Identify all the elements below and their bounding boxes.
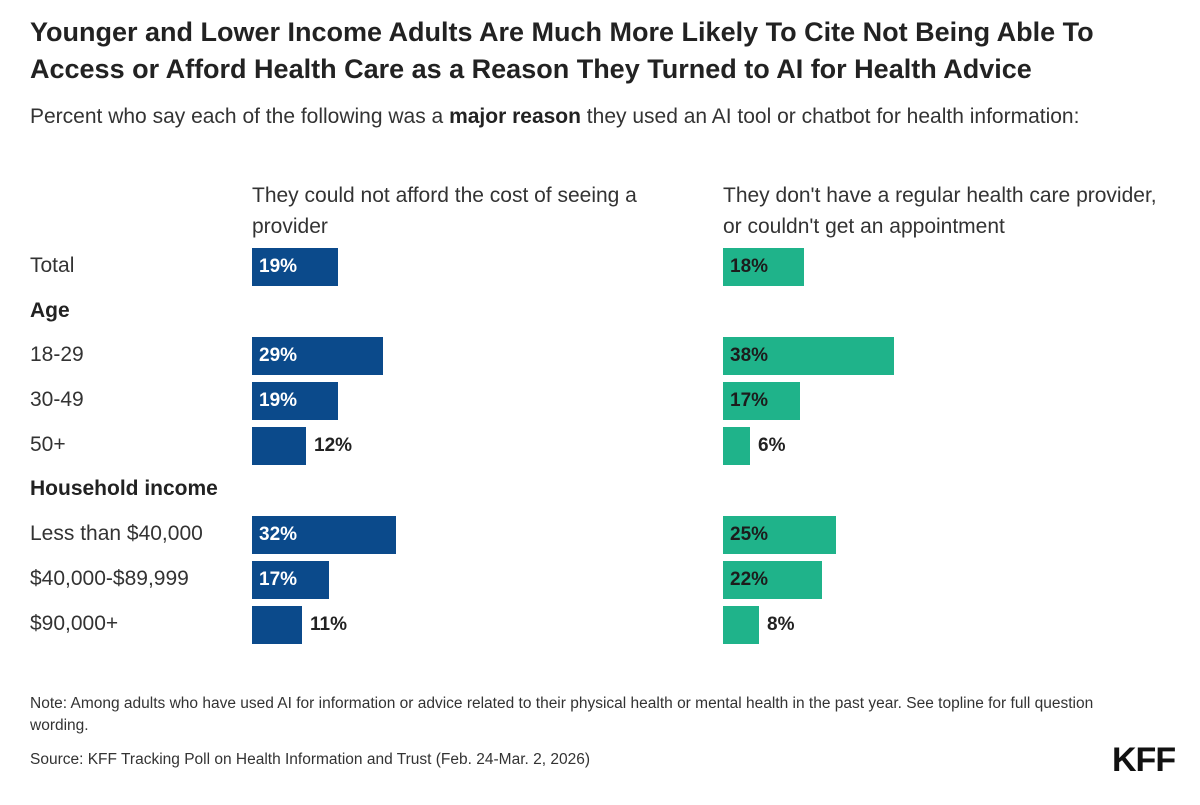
category-row: $40,000-$89,999 17% 22%	[0, 559, 1200, 603]
group-label: Household income	[30, 477, 218, 500]
data-label-series-2: 8%	[767, 614, 795, 635]
category-row: 50+ 12% 6%	[0, 425, 1200, 469]
subtitle-text-start: Percent who say each of the following wa…	[30, 105, 450, 128]
group-row: Household income	[0, 469, 1200, 513]
kff-logo: KFF	[1112, 741, 1176, 779]
category-row: 18-29 29% 38%	[0, 335, 1200, 379]
bar-series-1	[252, 561, 329, 599]
chart-source: Source: KFF Tracking Poll on Health Info…	[30, 751, 590, 768]
bar-series-1	[252, 516, 396, 554]
bar-series-1	[252, 382, 338, 420]
bar-series-1	[252, 606, 302, 644]
data-label-series-2: 25%	[730, 524, 769, 545]
bar-series-1	[252, 427, 306, 465]
data-label-series-1: 19%	[259, 256, 298, 277]
bar-series-2	[723, 516, 836, 554]
category-label: $90,000+	[30, 612, 119, 635]
category-label: Total	[30, 254, 75, 277]
data-label-series-1: 12%	[314, 435, 353, 456]
category-row: 30-49 19% 17%	[0, 380, 1200, 424]
category-label: 18-29	[30, 343, 84, 366]
data-label-series-2: 22%	[730, 569, 769, 590]
category-row: Less than $40,000 32% 25%	[0, 514, 1200, 558]
bar-series-2	[723, 337, 894, 375]
bar-series-2	[723, 606, 759, 644]
category-label: $40,000-$89,999	[30, 567, 189, 590]
data-label-series-2: 38%	[730, 345, 769, 366]
series-1-header: They could not afford the cost of seeing…	[252, 184, 637, 238]
subtitle-emphasis: major reason	[449, 105, 581, 128]
category-label: Less than $40,000	[30, 522, 203, 545]
category-label: 50+	[30, 433, 66, 456]
bar-series-2	[723, 561, 822, 599]
data-label-series-1: 11%	[310, 614, 347, 635]
bar-series-2	[723, 382, 800, 420]
bar-series-2	[723, 248, 804, 286]
bar-series-1	[252, 337, 383, 375]
series-2-header: They don't have a regular health care pr…	[723, 184, 1157, 238]
chart-note: Note: Among adults who have used AI for …	[30, 695, 1094, 734]
data-label-series-2: 18%	[730, 256, 769, 277]
group-row: Age	[0, 291, 1200, 335]
category-row: $90,000+ 11% 8%	[0, 604, 1200, 648]
subtitle-text-end: they used an AI tool or chatbot for heal…	[580, 105, 1080, 128]
group-label: Age	[30, 299, 70, 322]
bar-series-1	[252, 248, 338, 286]
data-label-series-2: 17%	[730, 390, 769, 411]
chart-title: Younger and Lower Income Adults Are Much…	[30, 17, 1094, 84]
data-label-series-1: 32%	[259, 524, 298, 545]
category-row: Total 19% 18%	[0, 246, 1200, 290]
data-label-series-1: 29%	[259, 345, 298, 366]
data-label-series-1: 17%	[259, 569, 298, 590]
data-label-series-2: 6%	[758, 435, 786, 456]
category-label: 30-49	[30, 388, 84, 411]
bar-series-2	[723, 427, 750, 465]
chart-subtitle: Percent who say each of the following wa…	[30, 102, 1160, 132]
data-label-series-1: 19%	[259, 390, 298, 411]
